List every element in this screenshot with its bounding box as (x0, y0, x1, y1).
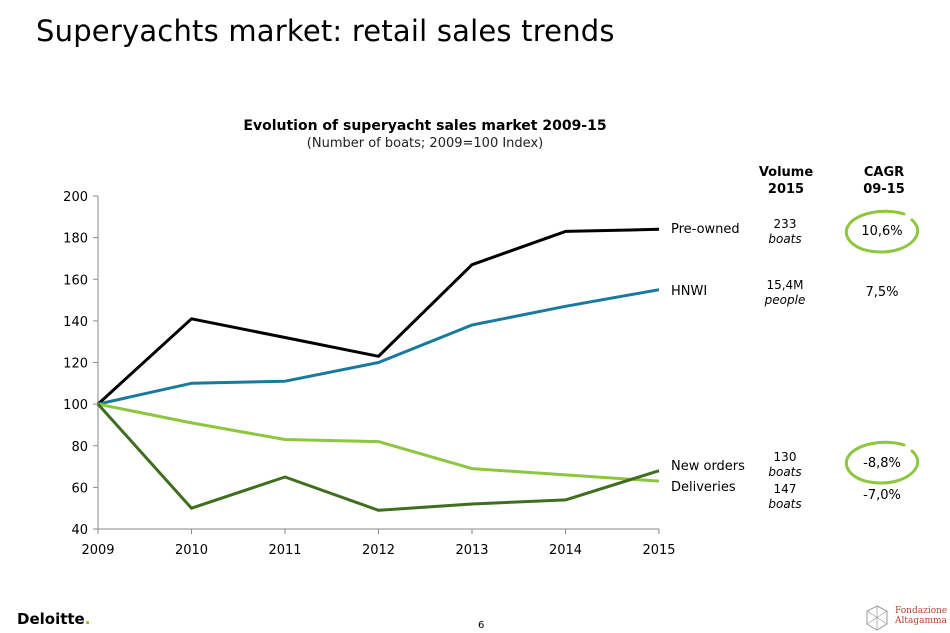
series-label-new-orders: New orders (671, 459, 745, 474)
chart-axes: 40 60 80 100 120 140 160 180 200 2009 2010 2011 2012… (63, 190, 675, 558)
logo-text: Deloitte (17, 610, 85, 628)
x-tick-label: 2013 (455, 543, 488, 558)
volume-hnwi: 15,4M people (750, 278, 820, 308)
y-tick-label: 140 (63, 315, 88, 330)
partner-name: Fondazione Altagamma (895, 606, 947, 626)
series-label-hnwi: HNWI (671, 284, 708, 299)
y-tick-label: 100 (63, 398, 88, 413)
cagr-pre-owned: 10,6% (861, 224, 903, 239)
page-number: 6 (478, 620, 485, 631)
y-tick-label: 120 (63, 357, 88, 372)
y-tick-label: 180 (63, 232, 88, 247)
highlight-circles (845, 209, 920, 485)
x-tick-label: 2009 (81, 543, 114, 558)
volume-value: 130 (773, 450, 797, 464)
x-tick-label: 2011 (268, 543, 301, 558)
y-tick-label: 80 (71, 440, 88, 455)
cagr-header-line2: 09-15 (863, 182, 905, 197)
deloitte-logo: Deloitte. (17, 610, 90, 628)
volume-value: 147 (773, 482, 797, 496)
volume-column-header: Volume 2015 (741, 164, 831, 198)
x-tick-label: 2010 (175, 543, 208, 558)
cagr-header-line1: CAGR (863, 165, 905, 180)
partner-line1: Fondazione (895, 606, 948, 616)
volume-deliveries: 147 boats (750, 482, 820, 512)
chart-series (96, 227, 660, 512)
altagamma-logo-icon (866, 605, 888, 631)
volume-unit: people (764, 293, 806, 307)
volume-unit: boats (768, 232, 802, 246)
series-line-new-orders (97, 402, 660, 483)
volume-pre-owned: 233 boats (750, 217, 820, 247)
y-tick-label: 40 (71, 523, 88, 538)
cagr-new-orders: -8,8% (863, 456, 901, 471)
x-tick-label: 2015 (642, 543, 675, 558)
volume-value: 15,4M (766, 278, 804, 292)
volume-unit: boats (768, 497, 802, 511)
series-label-pre-owned: Pre-owned (671, 222, 740, 237)
y-tick-label: 60 (71, 481, 88, 496)
volume-header-line2: 2015 (767, 182, 805, 197)
chart-subtitle: (Number of boats; 2009=100 Index) (306, 136, 544, 151)
series-line-deliveries (96, 403, 660, 512)
logo-dot: . (84, 610, 91, 628)
volume-unit: boats (768, 465, 802, 479)
highlight-circle (845, 209, 920, 254)
series-line-hnwi (97, 288, 660, 406)
volume-value: 233 (773, 217, 797, 231)
volume-header-line1: Volume (758, 165, 814, 180)
highlight-circle (845, 440, 920, 485)
x-tick-label: 2012 (362, 543, 395, 558)
partner-line2: Altagamma (895, 616, 947, 626)
chart-title: Evolution of superyacht sales market 200… (243, 118, 607, 134)
y-tick-label: 200 (63, 190, 88, 205)
cagr-deliveries: -7,0% (863, 488, 901, 503)
volume-new-orders: 130 boats (750, 450, 820, 480)
cagr-hnwi: 7,5% (865, 285, 899, 300)
series-label-deliveries: Deliveries (671, 480, 736, 495)
slide-title: Superyachts market: retail sales trends (36, 14, 615, 48)
y-tick-label: 160 (63, 273, 88, 288)
series-line-pre-owned (96, 227, 660, 406)
x-tick-label: 2014 (549, 543, 582, 558)
cagr-column-header: CAGR 09-15 (839, 164, 929, 198)
